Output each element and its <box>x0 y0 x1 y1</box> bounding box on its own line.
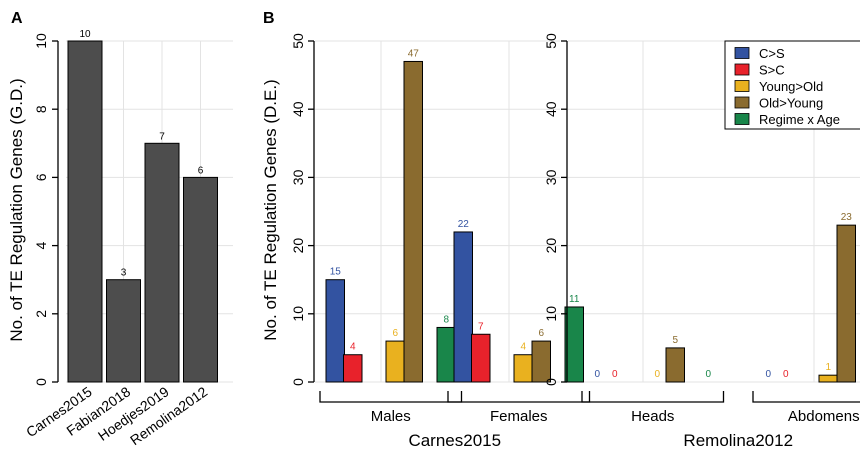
bar-young-old <box>513 354 533 383</box>
panel-label-b: B <box>263 10 275 27</box>
data-label: 0 <box>765 369 771 380</box>
bar-c-s <box>453 231 473 383</box>
data-label: 4 <box>520 342 526 353</box>
group-bracket <box>581 391 725 403</box>
data-label: 10 <box>79 29 91 40</box>
data-label: 6 <box>392 328 398 339</box>
data-label: 4 <box>350 342 356 353</box>
y-tick-label: 10 <box>543 306 559 322</box>
y-tick-label: 0 <box>290 378 306 386</box>
y-tick-label: 30 <box>543 169 559 185</box>
bar-carnes2015 <box>67 40 103 383</box>
legend-swatch <box>734 47 750 59</box>
data-label: 11 <box>569 294 580 305</box>
bar-regime-x-age <box>436 326 456 383</box>
group-bracket <box>319 391 463 403</box>
data-label: 0 <box>594 369 600 380</box>
bar-young-old <box>385 340 405 383</box>
data-label: 22 <box>458 219 470 230</box>
data-label: 8 <box>443 314 449 325</box>
group-label: Abdomens <box>788 408 860 425</box>
bar-hoedjes2019 <box>144 142 180 383</box>
y-tick-label: 50 <box>290 33 306 49</box>
legend-entry: C>S <box>759 46 785 61</box>
y-tick-label: 40 <box>543 101 559 117</box>
group-label: Males <box>371 408 411 425</box>
y-axis-title: No. of TE Regulation Genes (D.E.) <box>261 79 280 340</box>
data-label: 15 <box>330 267 342 278</box>
bar-old-young <box>403 60 423 383</box>
data-label: 7 <box>478 321 484 332</box>
data-label: 1 <box>825 362 831 373</box>
data-label: 0 <box>783 369 789 380</box>
data-label: 3 <box>121 268 127 279</box>
labels: 10Carnes20153Fabian20187Hoedjes20196Remo… <box>7 29 860 450</box>
bar-old-young <box>665 347 685 383</box>
group-label: Heads <box>631 408 674 425</box>
legend-swatch <box>734 113 750 125</box>
data-label: 6 <box>198 165 204 176</box>
y-tick-label: 20 <box>543 238 559 254</box>
y-tick-label: 8 <box>33 105 49 113</box>
legend-entry: Old>Young <box>759 96 823 111</box>
group-label: Females <box>490 408 548 425</box>
y-tick-label: 10 <box>290 306 306 322</box>
y-tick-label: 4 <box>33 241 49 249</box>
bar-s-c <box>471 333 491 383</box>
bar-old-young <box>531 340 551 383</box>
bar-s-c <box>343 354 363 383</box>
legend-entry: Young>Old <box>759 79 823 94</box>
data-label: 23 <box>841 212 853 223</box>
panel-name: Remolina2012 <box>683 431 793 450</box>
y-axis-title: No. of TE Regulation Genes (G.D.) <box>7 78 26 341</box>
bar-regime-x-age <box>564 306 584 383</box>
group-bracket <box>752 391 860 403</box>
group-bracket <box>447 391 591 403</box>
axes <box>52 40 860 403</box>
legend-entry: S>C <box>759 63 785 78</box>
bars <box>67 40 856 383</box>
y-tick-label: 2 <box>33 310 49 318</box>
bar-c-s <box>325 279 345 383</box>
data-label: 0 <box>705 369 711 380</box>
data-label: 0 <box>654 369 660 380</box>
y-tick-label: 0 <box>543 378 559 386</box>
y-tick-label: 0 <box>33 378 49 386</box>
bar-young-old <box>818 374 838 383</box>
bar-old-young <box>836 224 856 383</box>
data-label: 0 <box>612 369 618 380</box>
legend-entry: Regime x Age <box>759 112 840 127</box>
legend-swatch <box>734 96 750 109</box>
data-label: 5 <box>672 335 678 346</box>
y-tick-label: 10 <box>33 33 49 49</box>
data-label: 7 <box>159 131 165 142</box>
panel-name: Carnes2015 <box>408 431 501 450</box>
bar-fabian2018 <box>106 279 141 383</box>
legend-swatch <box>734 63 750 76</box>
data-label: 47 <box>408 48 420 59</box>
panel-label-a: A <box>11 10 23 27</box>
legend-swatch <box>734 80 750 92</box>
y-tick-label: 6 <box>33 173 49 181</box>
bar-remolina2012 <box>183 176 218 383</box>
y-tick-label: 50 <box>543 33 559 49</box>
y-tick-label: 40 <box>290 101 306 117</box>
data-label: 6 <box>538 328 544 339</box>
y-tick-label: 20 <box>290 238 306 254</box>
y-tick-label: 30 <box>290 169 306 185</box>
